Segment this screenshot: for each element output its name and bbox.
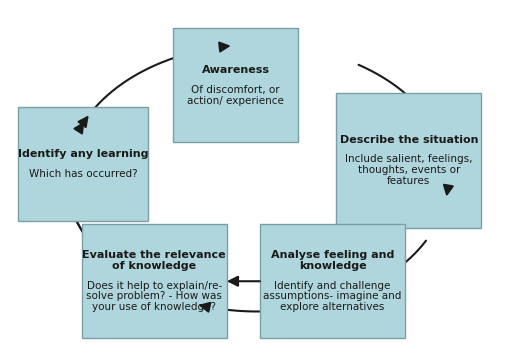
Text: of knowledge: of knowledge — [112, 261, 196, 271]
FancyBboxPatch shape — [18, 107, 148, 221]
Text: your use of knowledge?: your use of knowledge? — [92, 302, 216, 312]
FancyBboxPatch shape — [260, 224, 405, 338]
Text: explore alternatives: explore alternatives — [280, 302, 385, 312]
Text: Identify any learning: Identify any learning — [18, 149, 148, 159]
Text: Analyse feeling and: Analyse feeling and — [271, 250, 394, 261]
Text: Which has occurred?: Which has occurred? — [29, 168, 137, 179]
Text: Describe the situation: Describe the situation — [339, 135, 478, 145]
FancyBboxPatch shape — [82, 224, 227, 338]
Text: features: features — [387, 176, 431, 186]
Text: knowledge: knowledge — [298, 261, 366, 271]
Text: thoughts, events or: thoughts, events or — [358, 165, 460, 175]
FancyBboxPatch shape — [174, 28, 298, 142]
Text: Include salient, feelings,: Include salient, feelings, — [345, 154, 473, 164]
Text: Evaluate the relevance: Evaluate the relevance — [82, 250, 226, 261]
Text: Identify and challenge: Identify and challenge — [274, 281, 391, 291]
Text: solve problem? - How was: solve problem? - How was — [87, 291, 222, 302]
Text: Awareness: Awareness — [202, 65, 270, 75]
Text: Of discomfort, or: Of discomfort, or — [191, 85, 280, 95]
FancyBboxPatch shape — [336, 93, 481, 228]
Text: action/ experience: action/ experience — [187, 95, 284, 106]
Text: Does it help to explain/re-: Does it help to explain/re- — [87, 281, 222, 291]
Text: assumptions- imagine and: assumptions- imagine and — [263, 291, 402, 302]
